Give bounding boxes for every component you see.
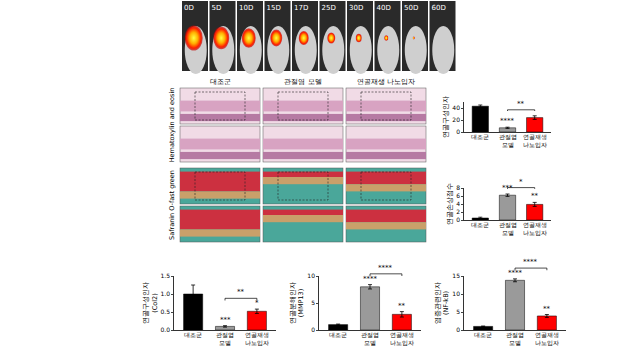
svg-text:연골재생 나노입자: 연골재생 나노입자: [357, 78, 415, 86]
svg-text:5: 5: [456, 308, 460, 315]
svg-text:0: 0: [311, 326, 315, 333]
svg-text:5D: 5D: [212, 4, 222, 12]
svg-text:대조군: 대조군: [184, 332, 202, 338]
svg-text:**: **: [543, 305, 551, 313]
svg-text:1.0: 1.0: [160, 290, 170, 297]
svg-text:10D: 10D: [239, 4, 253, 12]
svg-text:****: ****: [378, 264, 393, 272]
svg-text:관절염모델: 관절염모델: [361, 332, 379, 345]
svg-text:대조군: 대조군: [210, 78, 231, 86]
svg-text:연골재생나노입자: 연골재생나노입자: [535, 332, 559, 345]
svg-text:40: 40: [452, 104, 460, 111]
svg-text:60D: 60D: [432, 4, 446, 12]
svg-text:관절염모델: 관절염모델: [506, 332, 524, 345]
svg-text:0D: 0D: [184, 4, 194, 12]
svg-text:0: 0: [456, 216, 460, 223]
svg-text:0: 0: [456, 128, 460, 135]
svg-text:17D: 17D: [294, 4, 308, 12]
svg-text:염증관련인자(NF-kB): 염증관련인자(NF-kB): [434, 282, 450, 324]
svg-text:연골재생나노입자: 연골재생나노입자: [390, 332, 414, 345]
svg-text:40D: 40D: [377, 4, 391, 12]
svg-text:25D: 25D: [322, 4, 336, 12]
svg-text:연골구성인자(Col2): 연골구성인자(Col2): [142, 282, 158, 324]
svg-text:연골분해인자(MMP13): 연골분해인자(MMP13): [289, 282, 305, 324]
svg-text:10: 10: [307, 272, 315, 279]
svg-text:****: ****: [500, 117, 515, 125]
svg-text:연골재생나노입자: 연골재생나노입자: [523, 134, 547, 147]
svg-text:****: ****: [363, 275, 378, 283]
svg-text:Safranin O-fast green: Safranin O-fast green: [168, 170, 176, 240]
svg-text:*: *: [519, 178, 523, 186]
svg-text:관절염모델: 관절염모델: [216, 332, 234, 345]
svg-text:Hematoxylin and eosin: Hematoxylin and eosin: [168, 88, 176, 163]
svg-text:5: 5: [311, 299, 315, 306]
svg-text:4: 4: [456, 200, 460, 207]
svg-text:**: **: [517, 100, 525, 108]
svg-text:연골재생나노입자: 연골재생나노입자: [245, 332, 269, 345]
svg-text:**: **: [237, 288, 245, 296]
svg-text:**: **: [531, 192, 539, 200]
svg-text:대조군: 대조군: [474, 332, 492, 338]
svg-text:연골구성인자: 연골구성인자: [442, 96, 450, 138]
svg-text:10: 10: [452, 290, 460, 297]
svg-text:8: 8: [456, 184, 460, 191]
svg-text:****: ****: [523, 258, 538, 266]
svg-text:관절염모델: 관절염모델: [499, 134, 517, 147]
svg-text:6: 6: [456, 192, 460, 199]
svg-text:20: 20: [452, 116, 460, 123]
svg-text:연골재생나노입자: 연골재생나노입자: [523, 222, 547, 235]
svg-text:*: *: [255, 299, 259, 307]
svg-text:0.5: 0.5: [160, 308, 170, 315]
svg-text:****: ****: [508, 269, 523, 277]
svg-text:2: 2: [456, 208, 460, 215]
svg-text:***: ***: [220, 316, 231, 324]
svg-text:30D: 30D: [349, 4, 363, 12]
svg-text:**: **: [398, 302, 406, 310]
svg-text:대조군: 대조군: [329, 332, 347, 338]
svg-text:대조군: 대조군: [471, 222, 489, 228]
svg-text:15: 15: [452, 272, 460, 279]
svg-text:대조군: 대조군: [471, 134, 489, 140]
svg-text:관절염 모델: 관절염 모델: [284, 78, 321, 86]
svg-text:연골손상점수: 연골손상점수: [446, 183, 454, 225]
svg-text:50D: 50D: [404, 4, 418, 12]
svg-text:관절염모델: 관절염모델: [499, 222, 517, 235]
svg-text:15D: 15D: [267, 4, 281, 12]
svg-text:0: 0: [456, 326, 460, 333]
svg-text:***: ***: [502, 184, 513, 192]
svg-text:1.5: 1.5: [160, 272, 170, 279]
svg-text:0.0: 0.0: [160, 326, 170, 333]
